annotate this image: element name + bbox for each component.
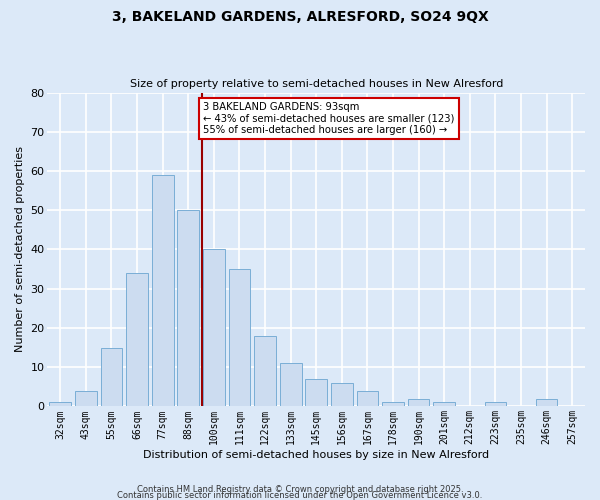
Bar (536, 398, 557, 406)
Bar (433, 402, 455, 406)
Text: Contains public sector information licensed under the Open Government Licence v3: Contains public sector information licen… (118, 490, 482, 500)
Bar (75, 390, 97, 406)
X-axis label: Distribution of semi-detached houses by size in New Alresford: Distribution of semi-detached houses by … (143, 450, 489, 460)
Text: Contains HM Land Registry data © Crown copyright and database right 2025.: Contains HM Land Registry data © Crown c… (137, 484, 463, 494)
Bar (356, 390, 379, 406)
Bar (203, 250, 225, 406)
Bar (280, 364, 302, 406)
Bar (331, 383, 353, 406)
Bar (382, 402, 404, 406)
Bar (229, 269, 250, 406)
Bar (49, 402, 71, 406)
Bar (101, 348, 122, 406)
Bar (408, 398, 430, 406)
Bar (485, 402, 506, 406)
Bar (178, 210, 199, 406)
Text: 3, BAKELAND GARDENS, ALRESFORD, SO24 9QX: 3, BAKELAND GARDENS, ALRESFORD, SO24 9QX (112, 10, 488, 24)
Title: Size of property relative to semi-detached houses in New Alresford: Size of property relative to semi-detach… (130, 79, 503, 89)
Bar (152, 175, 173, 406)
Y-axis label: Number of semi-detached properties: Number of semi-detached properties (15, 146, 25, 352)
Bar (254, 336, 276, 406)
Bar (305, 379, 327, 406)
Bar (126, 273, 148, 406)
Text: 3 BAKELAND GARDENS: 93sqm
← 43% of semi-detached houses are smaller (123)
55% of: 3 BAKELAND GARDENS: 93sqm ← 43% of semi-… (203, 102, 455, 135)
